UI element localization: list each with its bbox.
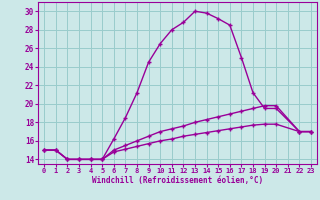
X-axis label: Windchill (Refroidissement éolien,°C): Windchill (Refroidissement éolien,°C): [92, 176, 263, 185]
